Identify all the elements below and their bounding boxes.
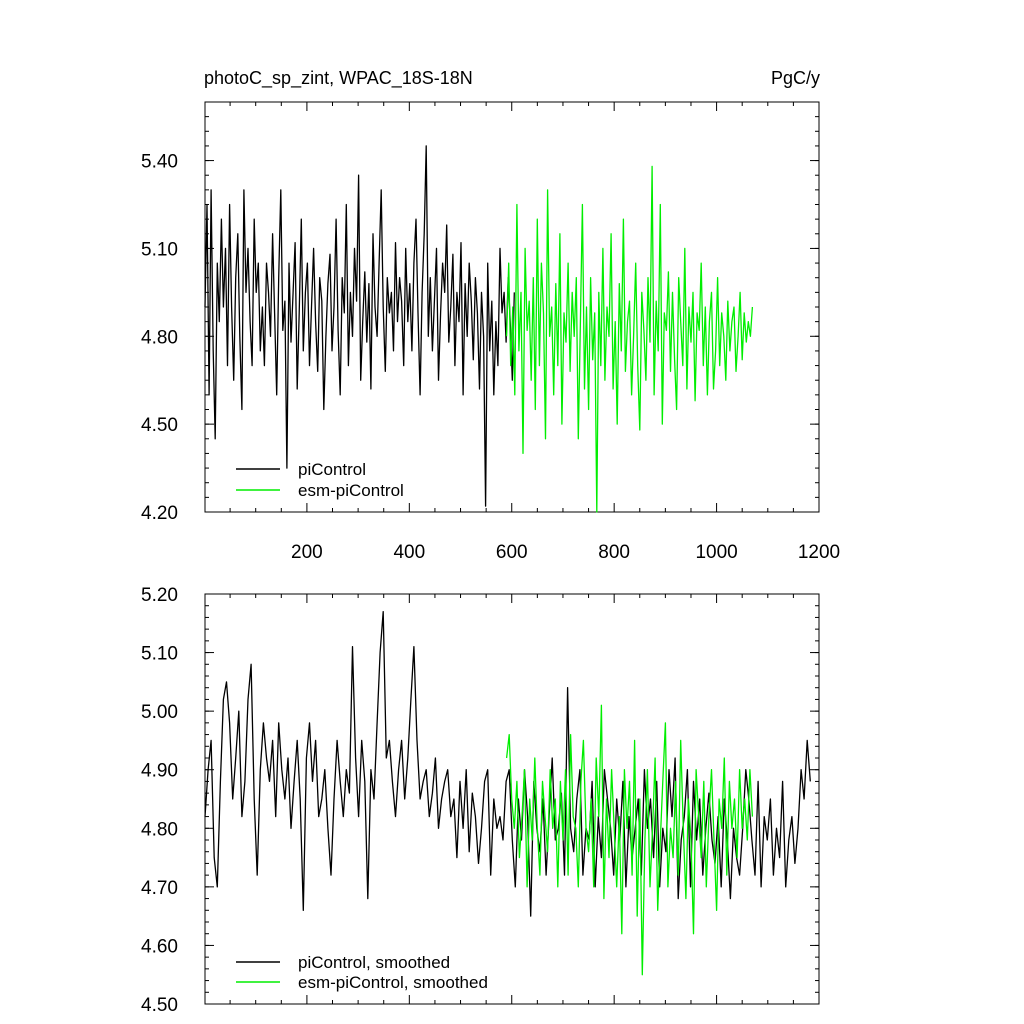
top-y-tick-labels: 4.20 4.50 4.80 5.10 5.40: [141, 152, 178, 524]
y-tick-label: 4.70: [141, 878, 178, 899]
legend-label-picontrol: piControl: [298, 460, 366, 479]
chart-title: photoC_sp_zint, WPAC_18S-18N: [204, 68, 473, 89]
y-tick-label: 4.80: [141, 819, 178, 840]
x-tick-label: 800: [598, 542, 630, 563]
y-tick-label: 5.10: [141, 239, 178, 260]
y-tick-label: 5.10: [141, 644, 178, 665]
y-tick-label: 4.20: [141, 503, 178, 524]
y-tick-label: 4.80: [141, 327, 178, 348]
top-x-tick-labels: 200 400 600 800 1000 1200: [291, 542, 840, 563]
top-panel: 4.20 4.50 4.80 5.10 5.40 200 400 600 800 1000 120…: [141, 101, 840, 563]
y-tick-label: 5.40: [141, 152, 178, 173]
series-line-picontrol-smoothed: [204, 610, 811, 917]
bottom-series: [204, 610, 811, 976]
legend-label-esm-picontrol: esm-piControl: [298, 481, 404, 500]
top-legend: piControl esm-piControl: [236, 460, 404, 500]
x-tick-label: 1000: [695, 542, 737, 563]
bottom-legend: piControl, smoothed esm-piControl, smoot…: [236, 953, 488, 992]
x-tick-label: 1200: [798, 542, 840, 563]
y-tick-label: 4.50: [141, 415, 178, 436]
legend-label-picontrol-smoothed: piControl, smoothed: [298, 953, 450, 972]
bottom-y-tick-labels: 4.50 4.60 4.70 4.80 4.90 5.00 5.10 5.20: [141, 585, 178, 1016]
x-tick-label: 200: [291, 542, 323, 563]
legend-label-esm-picontrol-smoothed: esm-piControl, smoothed: [298, 973, 488, 992]
series-line-esm-picontrol-smoothed: [505, 704, 754, 976]
units-label: PgC/y: [771, 68, 820, 88]
series-line-esm-picontrol: [505, 165, 754, 513]
y-tick-label: 4.60: [141, 936, 178, 957]
x-tick-label: 600: [496, 542, 528, 563]
top-ticks: [205, 101, 820, 513]
y-tick-label: 5.20: [141, 585, 178, 606]
bottom-ticks: [205, 593, 820, 1005]
x-tick-label: 400: [393, 542, 425, 563]
series-line-picontrol: [204, 145, 515, 507]
y-tick-label: 4.50: [141, 995, 178, 1016]
top-series: [204, 145, 754, 513]
top-plot-frame: [204, 101, 820, 513]
bottom-panel: 4.50 4.60 4.70 4.80 4.90 5.00 5.10 5.20 piContr…: [141, 585, 820, 1016]
y-tick-label: 4.90: [141, 761, 178, 782]
y-tick-label: 5.00: [141, 702, 178, 723]
